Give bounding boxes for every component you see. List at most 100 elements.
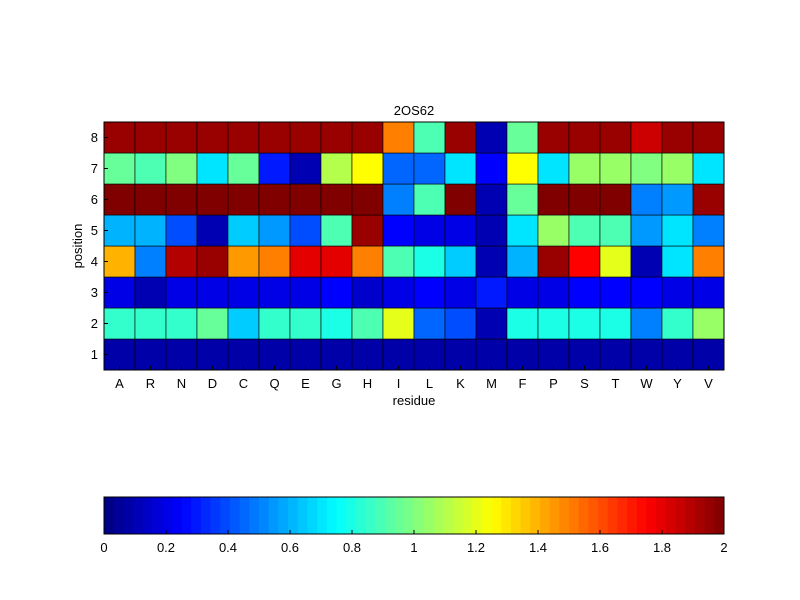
heatmap-cell-5-I (382, 214, 415, 247)
heatmap-cell-4-V (692, 245, 725, 278)
colorbar-band (472, 497, 483, 534)
heatmap-cell-2-K (444, 307, 477, 340)
heatmap-cell-2-D (196, 307, 229, 340)
heatmap-cell-8-M (475, 121, 508, 154)
heatmap-cell-6-T (599, 183, 632, 216)
heatmap-cell-4-E (289, 245, 322, 278)
heatmap-cell-7-S (568, 152, 601, 185)
heatmap-cell-4-G (320, 245, 353, 278)
heatmap-cell-3-N (165, 276, 198, 309)
heatmap-cell-7-W (630, 152, 663, 185)
colorbar-band (433, 497, 444, 534)
heatmap-cell-5-T (599, 214, 632, 247)
heatmap-cell-1-N (165, 338, 198, 371)
heatmap-cell-1-W (630, 338, 663, 371)
colorbar-band (675, 497, 686, 534)
x-tick-label-C: C (239, 376, 248, 391)
heatmap-cell-2-M (475, 307, 508, 340)
heatmap-cell-1-T (599, 338, 632, 371)
heatmap-cell-5-N (165, 214, 198, 247)
heatmap-cell-1-A (103, 338, 136, 371)
heatmap-cell-2-A (103, 307, 136, 340)
colorbar-tick-label: 0.2 (157, 540, 175, 555)
heatmap-cell-3-R (134, 276, 167, 309)
colorbar-band (549, 497, 560, 534)
colorbar-band (598, 497, 609, 534)
heatmap-cell-7-I (382, 152, 415, 185)
heatmap-cell-7-H (351, 152, 384, 185)
colorbar-band (452, 497, 463, 534)
heatmap-cell-2-N (165, 307, 198, 340)
heatmap-cell-3-T (599, 276, 632, 309)
heatmap-cell-6-R (134, 183, 167, 216)
heatmap-cell-3-V (692, 276, 725, 309)
heatmap-cell-5-H (351, 214, 384, 247)
heatmap-cell-3-D (196, 276, 229, 309)
x-tick-label-A: A (115, 376, 124, 391)
y-tick-label-6: 6 (91, 192, 98, 207)
heatmap-cell-1-V (692, 338, 725, 371)
x-tick-label-V: V (704, 376, 713, 391)
heatmap-cell-8-A (103, 121, 136, 154)
colorbar-band (588, 497, 599, 534)
heatmap-cell-4-I (382, 245, 415, 278)
heatmap-cell-6-G (320, 183, 353, 216)
heatmap-cell-3-K (444, 276, 477, 309)
heatmap-cell-5-P (537, 214, 570, 247)
y-axis-label: position (70, 224, 85, 269)
colorbar-band (200, 497, 211, 534)
heatmap-cell-7-D (196, 152, 229, 185)
heatmap-cell-5-A (103, 214, 136, 247)
colorbar-band (559, 497, 570, 534)
x-tick-label-N: N (177, 376, 186, 391)
colorbar-tick-labels: 0 0.2 0.4 0.6 0.8 1 1.2 1.4 1.6 1.8 2 (100, 530, 728, 555)
heatmap-cell-6-M (475, 183, 508, 216)
heatmap-cell-4-K (444, 245, 477, 278)
y-tick-label-5: 5 (91, 223, 98, 238)
heatmap-cell-3-G (320, 276, 353, 309)
heatmap-cell-3-Q (258, 276, 291, 309)
heatmap-cell-2-C (227, 307, 260, 340)
heatmap-cell-3-W (630, 276, 663, 309)
heatmap-cell-5-Q (258, 214, 291, 247)
heatmap-cell-6-Y (661, 183, 694, 216)
heatmap-cell-5-C (227, 214, 260, 247)
colorbar-band (365, 497, 376, 534)
heatmap-cell-6-V (692, 183, 725, 216)
colorbar-band (123, 497, 134, 534)
heatmap-cell-3-M (475, 276, 508, 309)
heatmap-cell-7-F (506, 152, 539, 185)
heatmap-cell-1-K (444, 338, 477, 371)
x-tick-label-R: R (146, 376, 155, 391)
heatmap-cell-7-P (537, 152, 570, 185)
colorbar-band (510, 497, 521, 534)
colorbar-tick-label: 0.6 (281, 540, 299, 555)
heatmap-cell-2-P (537, 307, 570, 340)
colorbar-band (423, 497, 434, 534)
colorbar-band (520, 497, 531, 534)
heatmap-cell-6-S (568, 183, 601, 216)
colorbar-band (384, 497, 396, 534)
heatmap-cell-6-H (351, 183, 384, 216)
colorbar-tick-label: 1.2 (467, 540, 485, 555)
colorbar-tick-label: 2 (720, 540, 727, 555)
colorbar-band (627, 497, 638, 534)
heatmap-cell-8-V (692, 121, 725, 154)
heatmap-cell-1-I (382, 338, 415, 371)
colorbar-band (501, 497, 512, 534)
heatmap-cell-3-A (103, 276, 136, 309)
y-tick-labels: 1 2 3 4 5 6 7 8 (91, 130, 108, 362)
colorbar-band (239, 497, 250, 534)
colorbar-band (539, 497, 551, 534)
heatmap-cell-8-L (413, 121, 446, 154)
heatmap-cell-1-M (475, 338, 508, 371)
heatmap-cell-5-K (444, 214, 477, 247)
colorbar-band (210, 497, 221, 534)
x-tick-label-H: H (363, 376, 372, 391)
colorbar-band (462, 497, 473, 534)
heatmap-cell-4-R (134, 245, 167, 278)
heatmap-cell-4-C (227, 245, 260, 278)
heatmap-cell-8-T (599, 121, 632, 154)
colorbar-band (607, 497, 618, 534)
